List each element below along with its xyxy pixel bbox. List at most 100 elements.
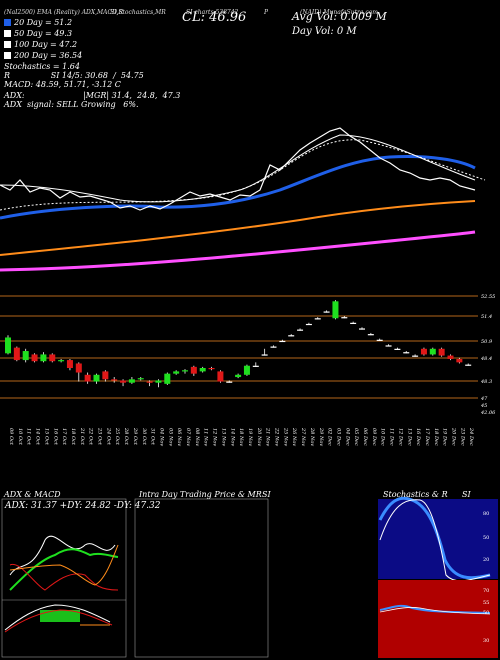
candle-body — [93, 374, 100, 382]
rsi-line-white — [379, 607, 491, 615]
candle-body — [217, 371, 224, 382]
candle-body — [429, 348, 436, 355]
date-label: 29 Nov — [318, 427, 324, 446]
date-label: 24 Dec — [468, 427, 474, 446]
ema50-legend: 50 Day = 49.3 — [4, 28, 82, 39]
candle — [102, 370, 109, 382]
candle-body — [128, 379, 135, 383]
candle — [438, 347, 445, 357]
avg-volume: Avg Vol: 0.009 M — [292, 10, 387, 23]
date-label: 13 Nov — [220, 428, 226, 446]
intraday-panel — [134, 498, 269, 658]
date-label: 12 Nov — [212, 428, 218, 446]
date-label: 17 Oct — [61, 428, 67, 446]
rsi-axis-30: 30 — [483, 638, 490, 644]
date-label: 06 Dec — [362, 428, 368, 446]
date-label: 30 Oct — [141, 428, 147, 446]
candle — [199, 366, 206, 373]
date-label: 23 Dec — [459, 427, 465, 446]
ema200-legend: 200 Day = 36.54 — [4, 50, 82, 61]
candle — [252, 362, 259, 367]
candle-body — [288, 335, 295, 337]
candle — [412, 354, 419, 357]
adx-line-white — [9, 535, 116, 576]
candle — [217, 370, 224, 383]
candle — [456, 357, 463, 364]
candle-body — [84, 374, 91, 382]
candle-body — [279, 340, 286, 343]
stoch-panel — [378, 496, 498, 658]
candle — [120, 379, 127, 387]
ema20-legend: 20 Day = 51.2 — [4, 17, 82, 28]
date-label: 11 Nov — [203, 428, 209, 446]
adx-line-orange — [9, 544, 119, 586]
price-axis-label: 42.06 — [480, 410, 496, 416]
date-label: 03 Dec — [335, 428, 341, 446]
price-close-line — [0, 127, 476, 211]
candle — [403, 351, 410, 354]
date-label: 21 Nov — [265, 427, 271, 446]
header-line1-mid: SI,Stochastics,MR — [110, 9, 166, 16]
date-label: 24 Oct — [105, 427, 111, 446]
stoch-axis-50: 50 — [483, 535, 490, 541]
candle-body — [235, 374, 242, 378]
intraday-panel-si: SI — [262, 490, 271, 499]
candle — [350, 321, 357, 324]
date-label: 25 Oct — [114, 427, 120, 446]
candle-body — [438, 348, 445, 356]
candle — [279, 339, 286, 343]
adx-line-red — [9, 563, 119, 591]
stoch-panel-title: Stochastics & R — [383, 490, 448, 499]
candle — [58, 358, 65, 363]
macd-value: MACD: 48.59, 51.71, -3.12 C — [4, 80, 121, 89]
intraday-panel-title: Intra Day Trading Price & MR — [139, 490, 262, 499]
candle-body — [22, 351, 29, 361]
candle-body — [13, 347, 20, 361]
date-label: 22 Oct — [88, 427, 94, 446]
date-label: 10 Dec — [380, 428, 386, 446]
date-label: 14 Oct — [35, 428, 41, 446]
candle-body — [58, 360, 65, 362]
date-label: 16 Dec — [415, 428, 421, 446]
candle-body — [270, 346, 277, 348]
macd-line-red — [4, 609, 113, 633]
candle — [297, 328, 304, 331]
price-axis-label: 48.4 — [480, 356, 492, 362]
price-axis-label: 51.4 — [481, 314, 492, 320]
candle — [261, 348, 268, 356]
candle — [40, 352, 47, 363]
candle-body — [31, 354, 38, 362]
date-axis: 09 Oct 10 Oct 11 Oct 14 Oct 15 Oct 16 Oct 17 O… — [8, 427, 474, 446]
header-line1-left: (NaI2500) EMA (Reality) ADX,MACD,R — [4, 9, 124, 16]
close-price: CL: 46.96 — [182, 10, 247, 25]
date-label: 18 Dec — [433, 428, 439, 446]
candle-body — [359, 328, 365, 330]
candle — [235, 373, 242, 379]
candle-body — [111, 379, 118, 381]
day-volume: Day Vol: 0 M — [292, 26, 357, 37]
candle — [314, 317, 321, 320]
price-axis-label: 48.3 — [480, 379, 492, 385]
candle — [182, 369, 188, 374]
candle-body — [420, 348, 427, 355]
date-label: 25 Nov — [282, 427, 288, 446]
candle-body — [173, 371, 180, 374]
candle-body — [465, 364, 472, 366]
candle-body — [305, 323, 312, 326]
candle-body — [394, 348, 401, 350]
candle — [13, 346, 20, 362]
candle-body — [190, 366, 197, 374]
candle-body — [252, 365, 259, 367]
header-line1-mid2: SI charts 538742 — [186, 9, 239, 16]
candle — [367, 332, 374, 336]
candle — [66, 358, 73, 371]
candle-body — [120, 380, 127, 383]
candle — [208, 366, 215, 371]
date-label: 04 Nov — [158, 428, 164, 446]
candle-body — [199, 368, 206, 372]
candle — [385, 344, 392, 347]
candle — [429, 347, 436, 356]
candle — [420, 347, 427, 356]
header-overlay: (NaI2500) EMA (Reality) ADX,MACD,R SI,St… — [0, 0, 500, 109]
date-label: 18 Oct — [70, 428, 76, 446]
